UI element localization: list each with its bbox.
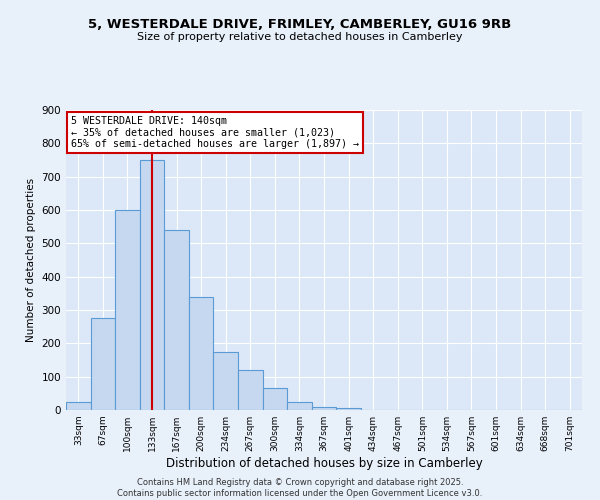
Text: Size of property relative to detached houses in Camberley: Size of property relative to detached ho… [137, 32, 463, 42]
Bar [91, 318, 115, 410]
Text: Contains HM Land Registry data © Crown copyright and database right 2025.
Contai: Contains HM Land Registry data © Crown c… [118, 478, 482, 498]
Bar [287, 402, 312, 410]
Bar [238, 370, 263, 410]
Bar [164, 230, 189, 410]
Bar [312, 406, 336, 410]
Bar [189, 296, 214, 410]
X-axis label: Distribution of detached houses by size in Camberley: Distribution of detached houses by size … [166, 457, 482, 470]
Bar [66, 402, 91, 410]
Bar [115, 210, 140, 410]
Bar [140, 160, 164, 410]
Bar [263, 388, 287, 410]
Text: 5, WESTERDALE DRIVE, FRIMLEY, CAMBERLEY, GU16 9RB: 5, WESTERDALE DRIVE, FRIMLEY, CAMBERLEY,… [88, 18, 512, 30]
Bar [336, 408, 361, 410]
Text: 5 WESTERDALE DRIVE: 140sqm
← 35% of detached houses are smaller (1,023)
65% of s: 5 WESTERDALE DRIVE: 140sqm ← 35% of deta… [71, 116, 359, 149]
Y-axis label: Number of detached properties: Number of detached properties [26, 178, 36, 342]
Bar [214, 352, 238, 410]
